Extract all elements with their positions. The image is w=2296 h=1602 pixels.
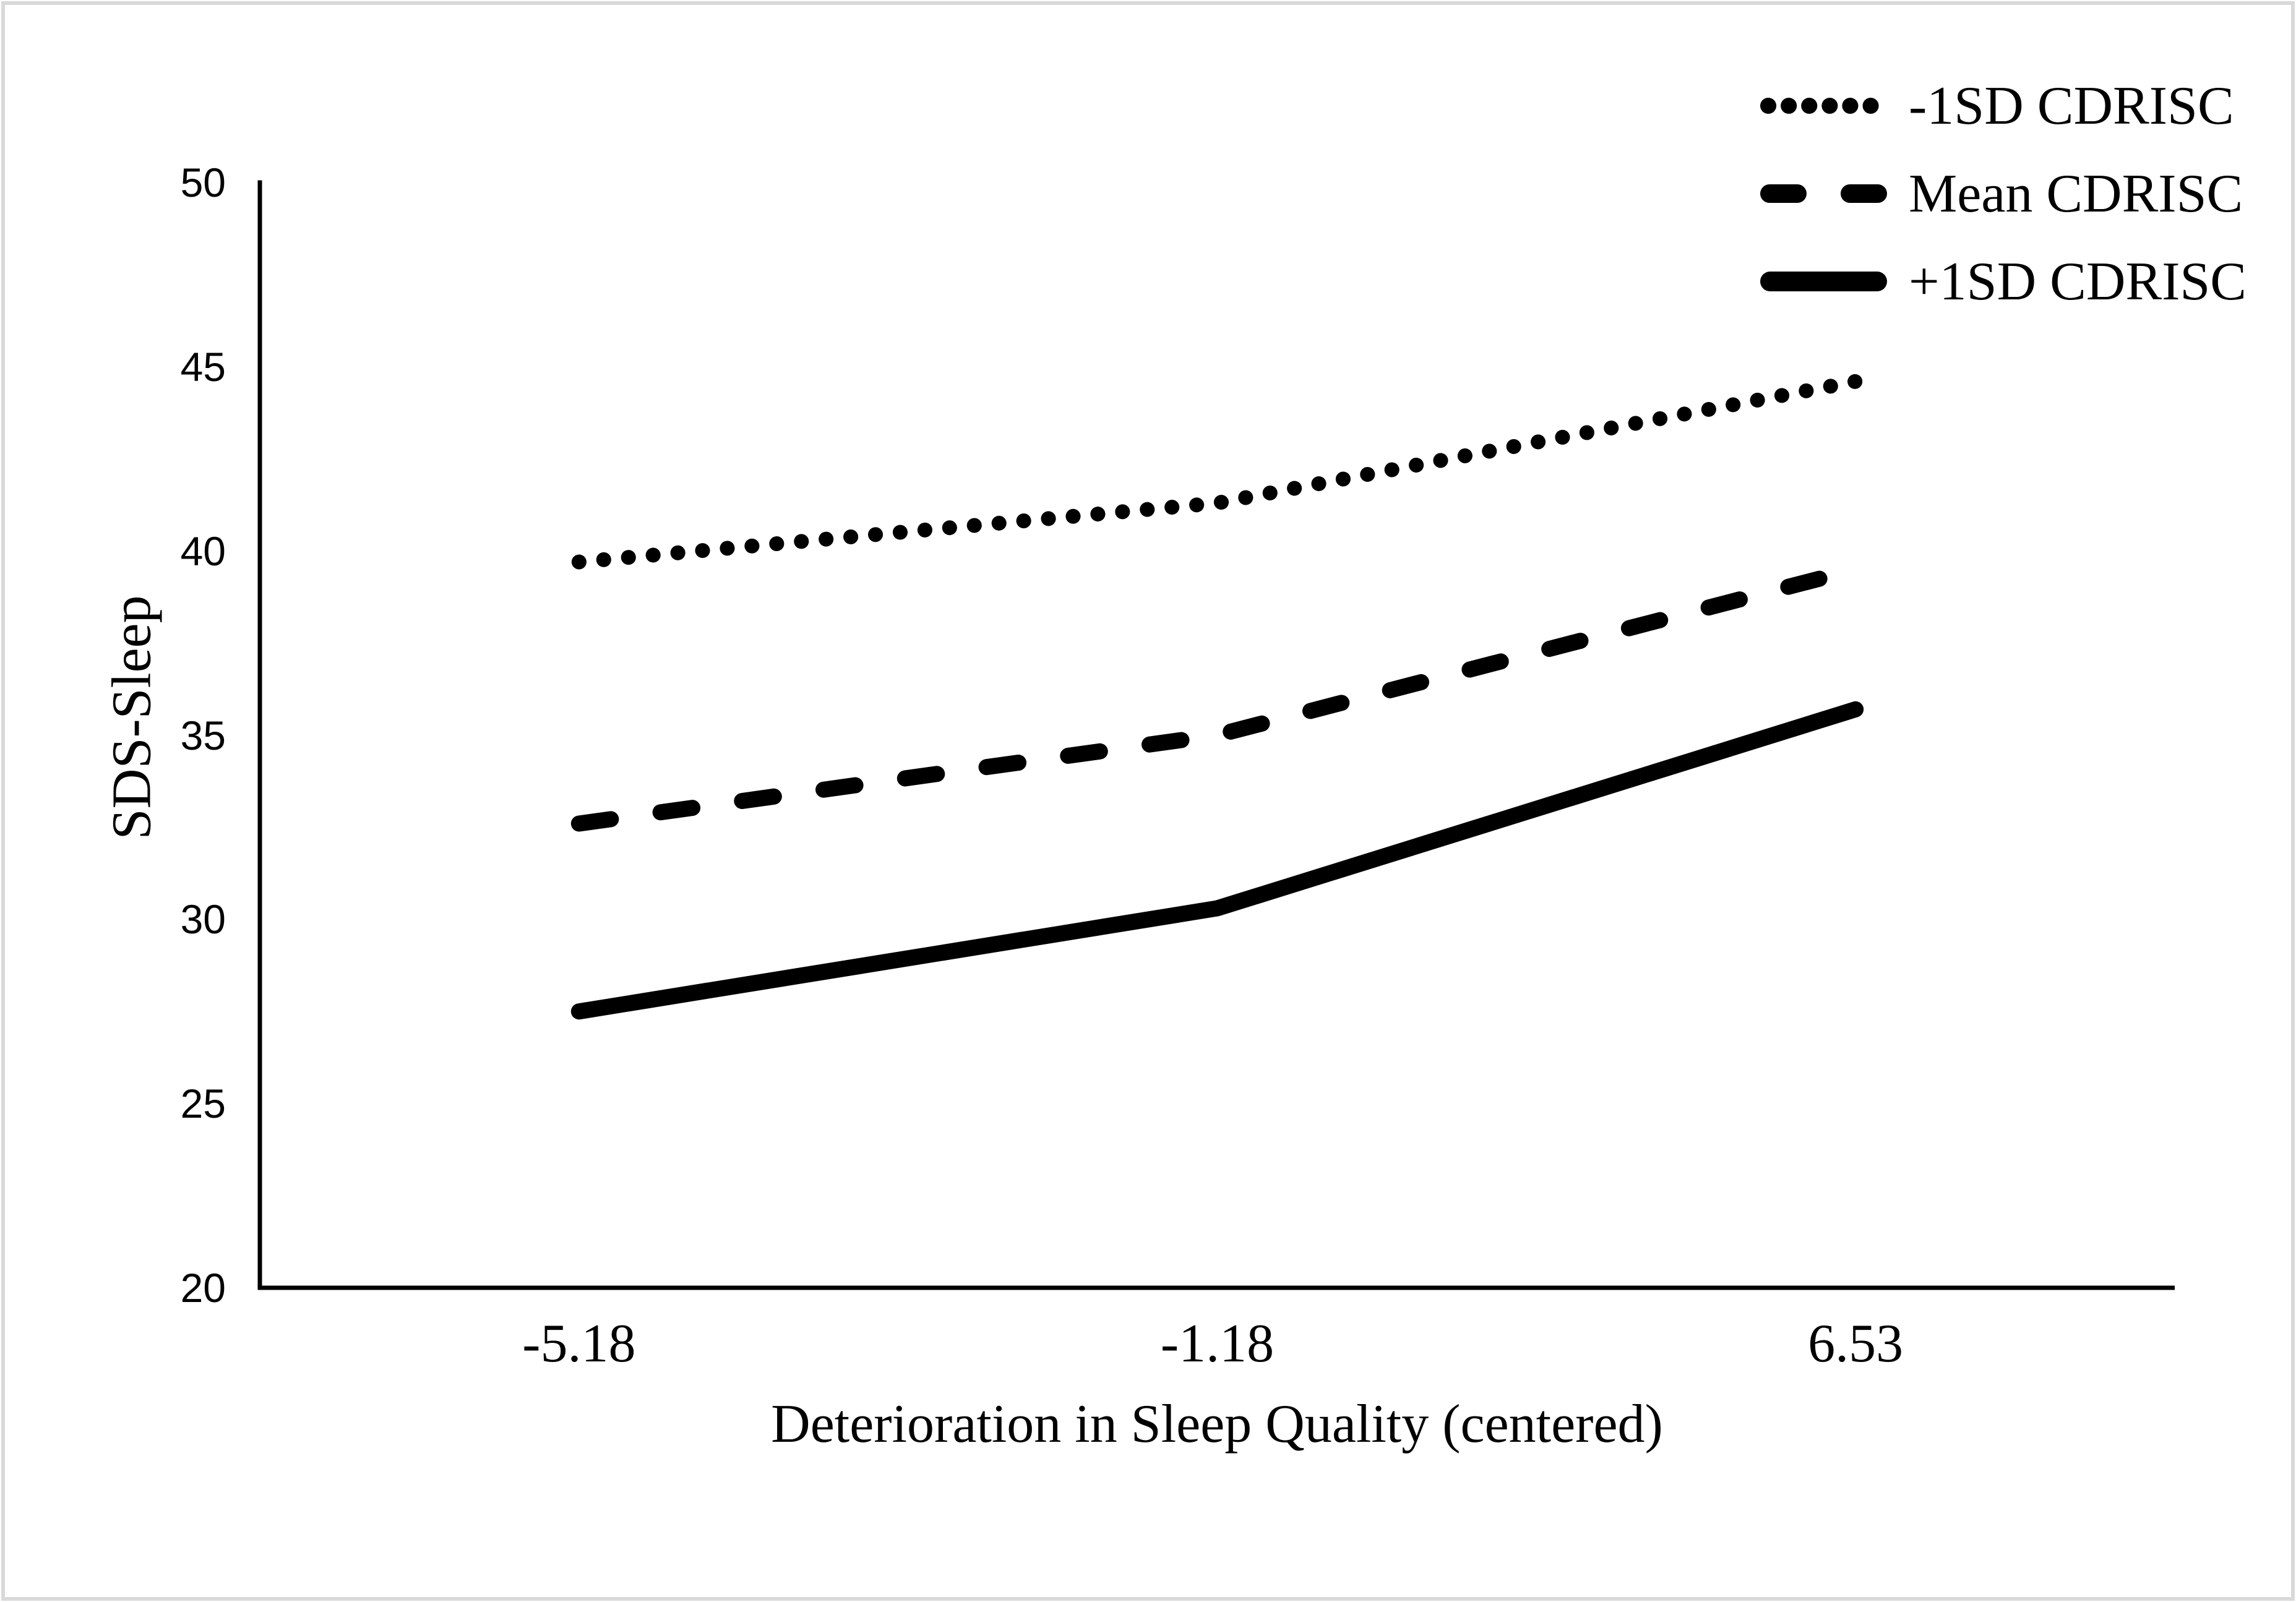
y-tick-label: 25 [180, 1081, 226, 1127]
y-tick-label: 45 [180, 343, 226, 390]
series-line-dotted [571, 374, 1864, 570]
legend-item: Mean CDRISC [1760, 150, 2247, 238]
y-tick-label: 20 [180, 1265, 226, 1311]
dashed-line-icon [1760, 184, 1887, 203]
axes [257, 180, 2175, 1290]
legend-label: +1SD CDRISC [1909, 251, 2247, 312]
legend-label: -1SD CDRISC [1909, 75, 2234, 136]
y-axis-title: SDS-Sleep [101, 595, 163, 840]
x-axis-title: Deterioration in Sleep Quality (centered… [771, 1394, 1663, 1454]
legend-item: -1SD CDRISC [1760, 62, 2247, 150]
series-line-solid [570, 701, 1864, 1020]
y-tick-label: 40 [180, 528, 226, 574]
y-tick-label: 30 [180, 896, 226, 943]
solid-line-icon [1760, 272, 1887, 291]
y-tick-label: 50 [180, 160, 226, 205]
x-tick-label: 6.53 [1808, 1314, 1904, 1374]
y-tick-label: 35 [180, 712, 226, 758]
x-tick-label: -5.18 [522, 1314, 636, 1374]
legend-item: +1SD CDRISC [1760, 238, 2247, 325]
legend-label: Mean CDRISC [1909, 163, 2243, 224]
dotted-line-icon [1760, 98, 1890, 114]
legend: -1SD CDRISC Mean CDRISC +1SD CDRISC [1760, 62, 2247, 325]
series-line-dashed [570, 561, 1864, 832]
x-tick-label: -1.18 [1160, 1314, 1275, 1374]
